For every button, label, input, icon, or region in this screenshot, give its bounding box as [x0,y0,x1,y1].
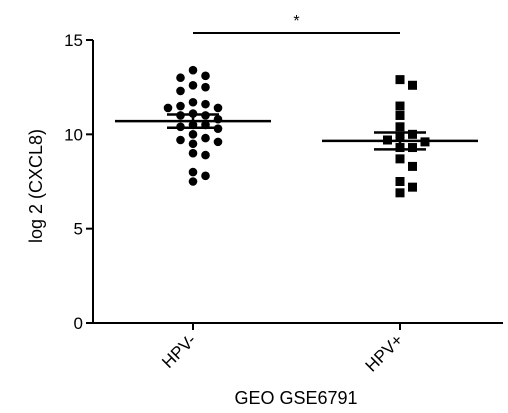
data-point-square [395,101,405,111]
data-point-circle [176,73,185,83]
y-axis-title: log 2 (CXCL8) [26,129,46,243]
x-tick-label: HPV+ [362,330,407,375]
significance-label: * [293,13,299,30]
data-point-circle [201,133,210,143]
y-tick-label: 5 [74,220,83,239]
data-point-circle [188,80,198,90]
data-point-square [408,143,417,153]
data-point-circle [163,103,173,113]
data-point-circle [188,97,198,107]
data-point-square [395,122,405,132]
x-axis: HPV- HPV+ [93,322,503,376]
data-point-square [395,110,405,120]
data-point-square [395,75,405,85]
data-point-circle [188,177,198,186]
data-point-circle [188,130,198,139]
data-point-circle [201,82,210,92]
y-tick-label: 0 [74,314,83,333]
data-point-circle [201,71,210,81]
data-point-square [395,188,405,198]
data-point-circle [213,103,223,113]
data-point-square [408,129,417,139]
data-point-circle [201,150,210,160]
data-point-circle [201,99,210,109]
data-point-circle [176,135,185,145]
data-point-square [395,154,405,164]
mean-sem-bars [115,113,478,151]
x-axis-title: GEO GSE6791 [234,388,357,408]
data-point-circle [201,171,210,181]
data-point-circle [188,139,198,149]
data-point-circle [188,167,198,177]
data-point-square [408,161,417,171]
data-point-square [395,177,405,186]
y-axis: 0 5 10 15 [64,31,94,333]
x-tick-label: HPV- [158,330,199,371]
data-point-circle [188,65,198,75]
y-tick-label: 15 [64,31,83,50]
data-point-circle [176,86,185,96]
data-point-circle [213,137,223,147]
data-point-square [408,182,417,192]
data-point-circle [188,148,198,158]
data-point-circle [176,101,185,111]
data-point-square [408,80,417,90]
significance-bracket: * [193,13,400,34]
y-tick-label: 10 [64,125,83,144]
